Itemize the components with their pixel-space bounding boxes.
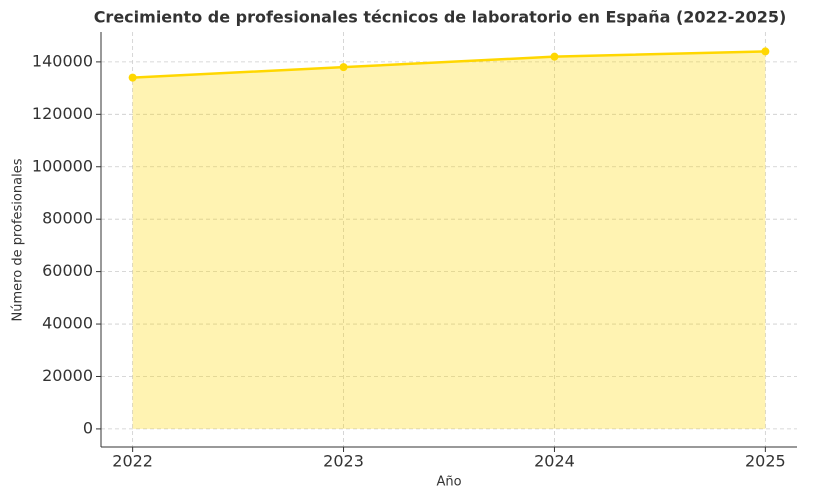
y-tick-label: 100000 bbox=[32, 156, 93, 175]
point bbox=[339, 63, 348, 72]
y-tick-label: 60000 bbox=[42, 261, 93, 280]
x-tick-label: 2022 bbox=[112, 452, 153, 471]
y-axis-label: Número de profesionales bbox=[11, 158, 26, 321]
area bbox=[132, 51, 766, 429]
y-tick-label: 40000 bbox=[42, 314, 93, 333]
y-tick-label: 0 bbox=[83, 418, 93, 437]
x-tick-label: 2023 bbox=[323, 452, 364, 471]
line bbox=[132, 50, 766, 79]
y-tick-label: 120000 bbox=[32, 104, 93, 123]
chart-title: Crecimiento de profesionales técnicos de… bbox=[94, 8, 787, 27]
y-tick-label: 80000 bbox=[42, 209, 93, 228]
x-axis-label: Año bbox=[436, 475, 461, 490]
x-tick-label: 2025 bbox=[745, 452, 786, 471]
y-tick-label: 140000 bbox=[32, 51, 93, 70]
y-tick-label: 20000 bbox=[42, 366, 93, 385]
point bbox=[128, 73, 137, 82]
x-tick-label: 2024 bbox=[534, 452, 575, 471]
point bbox=[761, 47, 770, 56]
point bbox=[550, 52, 559, 61]
